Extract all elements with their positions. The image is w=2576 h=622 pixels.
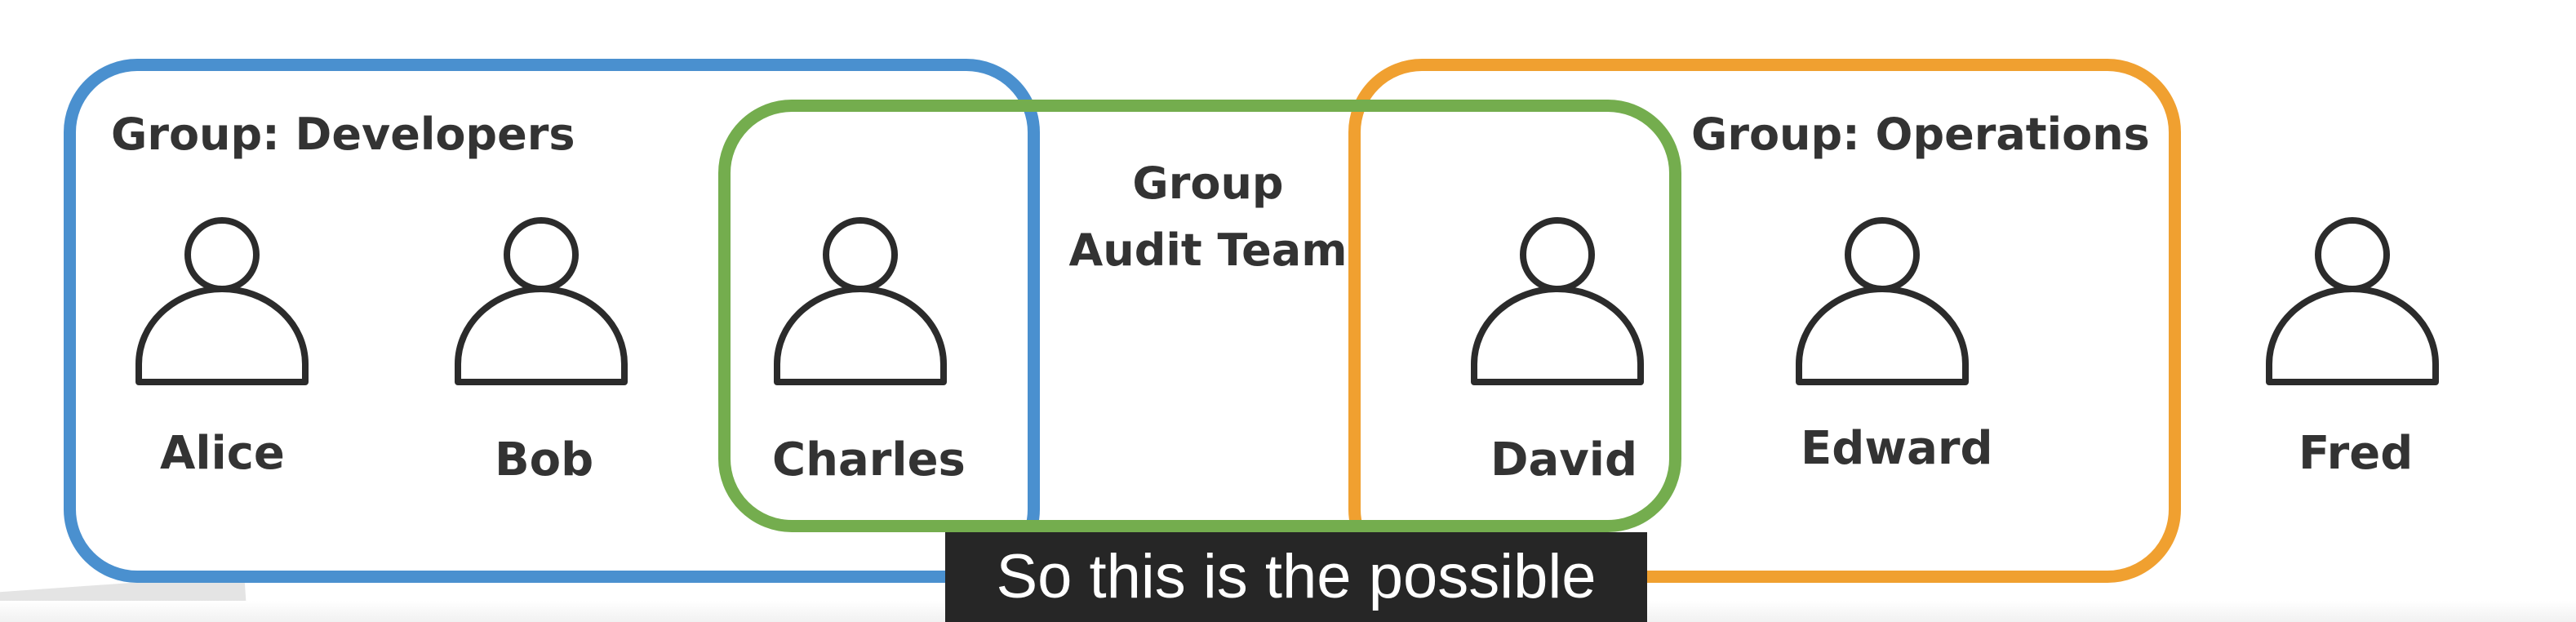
person-icon: [2266, 217, 2439, 385]
user-name-edward: Edward: [1801, 422, 1993, 475]
user-name-alice: Alice: [160, 427, 285, 480]
user-name-david: David: [1490, 433, 1638, 486]
user-bob: [451, 214, 631, 387]
group-developers-label: Group: Developers: [111, 109, 575, 160]
user-name-fred: Fred: [2298, 427, 2414, 480]
user-david: [1468, 214, 1647, 387]
user-charles: [771, 214, 950, 387]
person-icon: [1471, 217, 1644, 385]
group-operations-label: Group: Operations: [1691, 109, 2150, 160]
user-alice: [132, 214, 312, 387]
user-name-charles: Charles: [772, 433, 966, 486]
person-icon: [774, 217, 947, 385]
person-icon: [135, 217, 309, 385]
person-icon: [455, 217, 628, 385]
user-fred: [2263, 214, 2442, 387]
subtitle-caption: So this is the possible: [945, 532, 1647, 622]
group-audit-team-label: Group Audit Team: [1068, 158, 1348, 276]
user-name-bob: Bob: [495, 433, 594, 486]
group-developers-box: [64, 59, 1040, 583]
person-icon: [1796, 217, 1969, 385]
user-edward: [1792, 214, 1972, 387]
group-audit-team-box: [718, 100, 1681, 532]
